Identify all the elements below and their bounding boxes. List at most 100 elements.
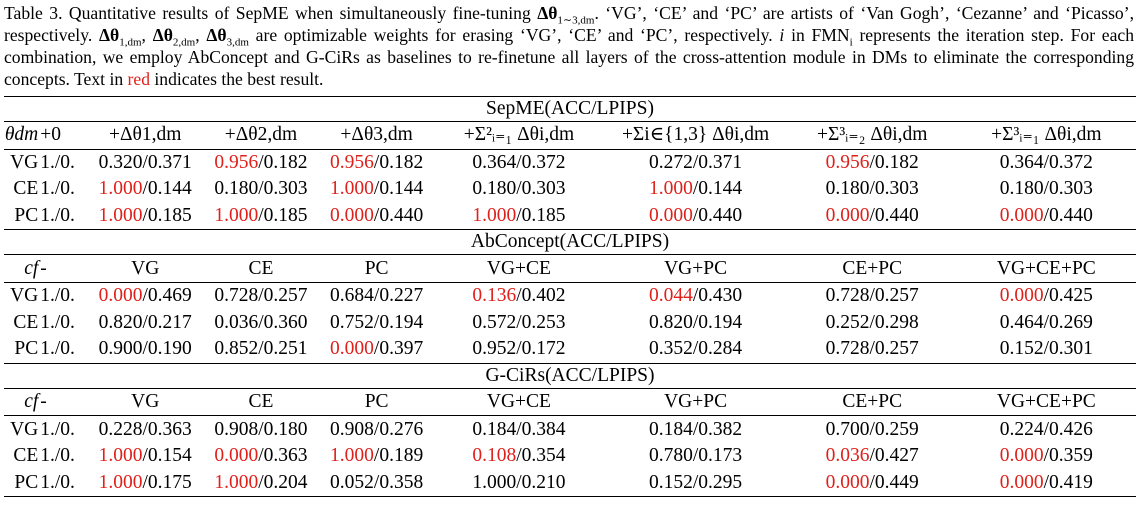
table-cell: 0.364/0.372 [434, 148, 604, 177]
table-cell: 0.036/0.360 [203, 310, 319, 337]
caption-symbol: Δθ [152, 25, 173, 45]
cell-value: 0.464/0.269 [999, 311, 1093, 333]
table-cell: 1.000/0.185 [434, 203, 603, 230]
table-cell: 0.728/0.257 [788, 336, 957, 363]
cell-value: 0.180/0.303 [214, 178, 308, 200]
table-cell: 0.180/0.303 [788, 176, 957, 203]
cell-value: /0.427 [869, 445, 919, 467]
cell-value: 0.820/0.217 [98, 311, 192, 333]
caption-text: are optimizable weights for erasing ‘VG’… [248, 25, 780, 45]
table-cell: 1./0. [40, 469, 88, 498]
row-label: PC [14, 338, 39, 360]
table-cell: 0.572/0.253 [434, 310, 603, 337]
table-cell: 0.956/0.182 [318, 148, 435, 177]
table-cell: 0.900/0.190 [87, 336, 203, 363]
cell-value: 1./0. [40, 418, 75, 440]
cell-value: /0.182 [258, 151, 308, 173]
table-cell: 0.184/0.384 [434, 415, 604, 443]
row-label: CE [13, 178, 39, 200]
cell-value: 1./0. [40, 445, 75, 467]
table-cell: 1./0. [40, 336, 87, 363]
best-value: 1.000 [98, 205, 143, 227]
cell-value: /0.402 [516, 285, 566, 307]
best-value: 0.000 [648, 205, 693, 227]
table-cell: 0.000/0.440 [788, 203, 957, 230]
section-title: G-CiRs(ACC/LPIPS) [4, 362, 1136, 389]
best-value: 0.000 [98, 285, 143, 307]
best-value: 0.956 [214, 151, 259, 173]
cell-value: 0.364/0.372 [472, 151, 566, 173]
table-cell: 1./0. [40, 310, 87, 337]
column-header: - [40, 254, 88, 283]
table-cell: 0.272/0.371 [603, 148, 788, 177]
caption-text: in FMN [791, 25, 850, 45]
best-value: 0.956 [330, 151, 374, 173]
caption-variable: i [779, 25, 785, 45]
cell-value: 0.752/0.194 [330, 311, 424, 333]
caption-subscript: 2,dm [172, 36, 196, 49]
cell-value: 1./0. [40, 151, 75, 173]
table-cell: 0.036/0.427 [788, 443, 957, 470]
caption-subscript: 1∼3,dm [557, 14, 595, 27]
cell-value: /0.440 [869, 205, 919, 227]
cell-value: 0.272/0.371 [648, 151, 743, 173]
table-cell: 1.000/0.185 [203, 203, 319, 230]
cell-value: /0.449 [869, 471, 919, 493]
table-row: PC 1./0. 0.900/0.190 0.852/0.251 0.000/0.397… [4, 336, 1136, 363]
cell-value: 0.908/0.276 [330, 418, 424, 440]
table-cell: 0.052/0.358 [318, 469, 435, 498]
best-value: 0.956 [825, 151, 870, 173]
best-value: 0.000 [214, 445, 259, 467]
cell-value: /0.440 [373, 205, 424, 227]
cell-value: 0.184/0.382 [648, 418, 743, 440]
section-title: AbConcept(ACC/LPIPS) [4, 229, 1136, 255]
cell-value: 0.252/0.298 [825, 311, 919, 333]
row-label: VG [4, 281, 41, 310]
best-value: 1.000 [648, 178, 693, 200]
cell-value: 0.728/0.257 [825, 285, 919, 307]
best-value: 0.000 [330, 338, 374, 360]
column-header: VG [87, 254, 204, 283]
cell-value: /0.440 [1043, 205, 1093, 227]
row-label: VG [4, 148, 41, 177]
best-value: 0.136 [472, 285, 517, 307]
column-header: +Σ³ᵢ₌₂ Δθi,dm [787, 121, 957, 150]
column-header: PC [318, 254, 435, 283]
best-value: 0.000 [999, 285, 1044, 307]
cell-value: /0.185 [142, 205, 192, 227]
table-cell: 1.000/0.185 [87, 203, 203, 230]
best-value: 0.000 [999, 205, 1044, 227]
cell-value: /0.185 [516, 205, 566, 227]
table-row: CE 1./0. 1.000/0.144 0.180/0.303 1.000/0.144… [4, 176, 1136, 203]
row-label: CE [13, 445, 39, 467]
best-value: 1.000 [98, 178, 143, 200]
cell-value: 0.180/0.303 [472, 178, 566, 200]
table-cell: 1.000/0.144 [603, 176, 787, 203]
table-cell: 0.852/0.251 [203, 336, 319, 363]
table-cell: 0.700/0.259 [787, 415, 957, 443]
cell-value: /0.182 [869, 151, 919, 173]
table-cell: 0.752/0.194 [319, 310, 435, 337]
cell-value: 0.224/0.426 [999, 418, 1093, 440]
table-cell: 0.180/0.303 [957, 176, 1136, 203]
row-label-symbol: θdm [4, 121, 41, 150]
caption-symbol: Δθ [206, 25, 227, 45]
table-row: PC 1./0. 1.000/0.175 1.000/0.204 0.052/0.358… [4, 469, 1136, 498]
cell-value: /0.154 [142, 445, 192, 467]
table-cell: 0.000/0.397 [319, 336, 435, 363]
cell-value: 0.952/0.172 [472, 338, 566, 360]
column-header: +Σi∈{1,3} Δθi,dm [603, 121, 788, 150]
cell-value: /0.189 [373, 445, 424, 467]
cell-value: /0.425 [1043, 285, 1093, 307]
column-header: +Δθ2,dm [203, 121, 319, 150]
table-cell: 1.000/0.154 [87, 443, 203, 470]
cell-value: 0.364/0.372 [999, 151, 1093, 173]
cell-value: 0.052/0.358 [330, 471, 424, 493]
table-row: CE 1./0. 0.820/0.217 0.036/0.360 0.752/0.194… [4, 310, 1136, 337]
cell-value: 1.000/0.210 [472, 471, 566, 493]
table-cell: 0.000/0.425 [956, 281, 1136, 310]
table-cell: 0.684/0.227 [318, 281, 435, 310]
cell-value: /0.397 [373, 338, 424, 360]
column-header: VG+CE+PC [956, 254, 1136, 283]
cell-value: 0.352/0.284 [648, 338, 743, 360]
